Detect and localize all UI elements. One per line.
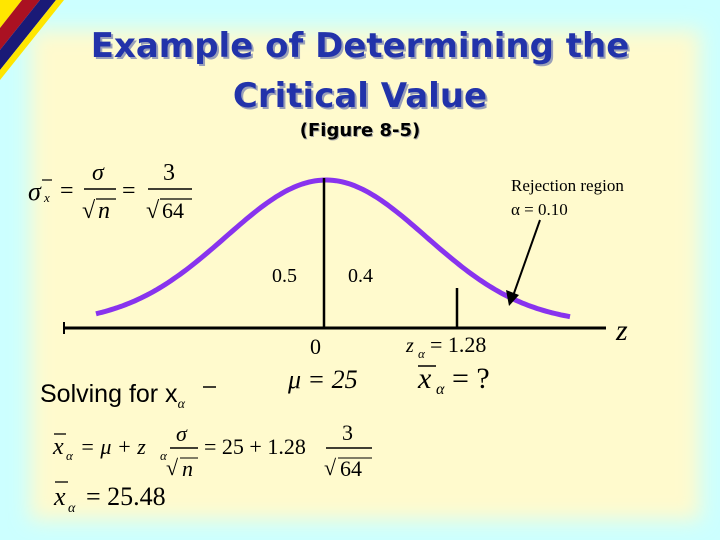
- figure-reference: (Figure 8-5): [299, 120, 421, 141]
- line1-mu-plus-z: = μ + z: [80, 434, 146, 459]
- slide-title-line-2: Critical Value: [232, 76, 488, 116]
- sigma-symbol: σ: [28, 177, 42, 206]
- content-panel: [30, 30, 700, 520]
- mu-label: μ = 25: [287, 365, 358, 394]
- tail-arrow-head: [506, 290, 519, 306]
- line2-x-subscript: α: [68, 501, 76, 516]
- denominator-64: 64: [162, 198, 184, 223]
- alpha-value-label: α = 0.10: [511, 200, 568, 219]
- middle-area-label: 0.4: [348, 265, 373, 287]
- n-symbol: n: [98, 198, 110, 224]
- line1-sqrt-2: √: [324, 455, 337, 480]
- sqrt-symbol-1: √: [82, 198, 96, 224]
- line1-x-subscript: α: [66, 448, 74, 463]
- sqrt-symbol-2: √: [146, 198, 160, 224]
- formula-sigma-xbar: σ x = σ √ n = 3 √ 64: [28, 160, 192, 224]
- solving-heading-text: Solving for x: [40, 380, 178, 408]
- corner-stripes: [0, 0, 64, 80]
- numerator-3: 3: [163, 160, 175, 186]
- z-axis-label: z: [615, 314, 628, 347]
- line1-x: x: [52, 434, 64, 460]
- x-alpha-unknown: = ?: [452, 362, 490, 395]
- x-alpha-subscript: α: [436, 381, 445, 398]
- normal-curve: [95, 177, 571, 320]
- equals-2: =: [122, 178, 136, 204]
- line1-sigma: σ: [176, 421, 188, 446]
- line1-numerator: 3: [342, 420, 353, 445]
- line1-n: n: [182, 456, 193, 481]
- solving-heading: Solving for xα: [40, 380, 185, 413]
- slide-title-line-1: Example of Determining the: [90, 26, 630, 66]
- line1-sqrt-1: √: [166, 455, 179, 480]
- solving-heading-subscript: α: [177, 397, 185, 412]
- z-alpha-symbol: z: [405, 335, 414, 357]
- line2-x: x: [53, 482, 66, 511]
- x-alpha-symbol: x: [417, 362, 432, 395]
- line1-substitution: = 25 + 1.28: [204, 434, 306, 459]
- z-alpha-subscript: α: [418, 346, 426, 361]
- line2-result: = 25.48: [86, 482, 166, 511]
- center-zero-label: 0: [310, 334, 321, 359]
- z-critical-value: = 1.28: [430, 332, 486, 357]
- left-area-label: 0.5: [272, 265, 297, 287]
- tail-arrow-shaft: [512, 219, 541, 297]
- line1-denominator: 64: [340, 456, 362, 481]
- rejection-region-label: Rejection region: [511, 176, 624, 195]
- sigma-numerator: σ: [92, 160, 105, 186]
- solving-equation-2: x α = 25.48: [53, 481, 166, 516]
- solving-equation-1: x α = μ + z α σ √ n = 25 + 1.28 3 √ 64: [52, 420, 372, 481]
- sigma-subscript: x: [43, 190, 50, 205]
- equals-1: =: [60, 178, 74, 204]
- line1-z-subscript: α: [160, 448, 168, 463]
